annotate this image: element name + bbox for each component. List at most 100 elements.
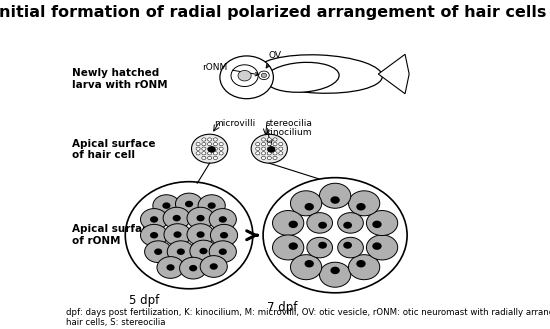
- Circle shape: [261, 147, 266, 150]
- Circle shape: [318, 222, 327, 229]
- Circle shape: [173, 215, 181, 221]
- Ellipse shape: [272, 235, 304, 260]
- Circle shape: [150, 232, 158, 239]
- Circle shape: [220, 232, 228, 239]
- Circle shape: [256, 152, 260, 155]
- Circle shape: [207, 147, 212, 150]
- Ellipse shape: [211, 224, 238, 246]
- Circle shape: [238, 70, 251, 81]
- Circle shape: [154, 248, 162, 255]
- Ellipse shape: [366, 211, 398, 236]
- Circle shape: [196, 147, 200, 150]
- Circle shape: [219, 142, 223, 146]
- Ellipse shape: [145, 241, 172, 263]
- Circle shape: [261, 138, 266, 141]
- Text: OV: OV: [266, 51, 282, 68]
- Circle shape: [251, 134, 288, 163]
- Circle shape: [196, 142, 200, 146]
- Text: rONM: rONM: [202, 63, 259, 76]
- Ellipse shape: [153, 195, 180, 216]
- Circle shape: [189, 265, 197, 271]
- Circle shape: [372, 242, 382, 250]
- Circle shape: [256, 147, 260, 150]
- Circle shape: [207, 138, 212, 141]
- Ellipse shape: [200, 256, 227, 277]
- Circle shape: [196, 152, 200, 155]
- Ellipse shape: [125, 182, 253, 289]
- Ellipse shape: [265, 62, 339, 92]
- Circle shape: [273, 152, 277, 155]
- Circle shape: [207, 142, 212, 146]
- Ellipse shape: [307, 237, 333, 258]
- Circle shape: [177, 248, 185, 255]
- Ellipse shape: [167, 241, 194, 263]
- Ellipse shape: [349, 191, 379, 216]
- Ellipse shape: [190, 240, 217, 262]
- Circle shape: [200, 248, 207, 254]
- Text: stereocilia: stereocilia: [265, 119, 312, 128]
- Circle shape: [219, 248, 227, 255]
- Ellipse shape: [320, 183, 351, 208]
- Circle shape: [261, 142, 266, 146]
- Circle shape: [202, 142, 206, 146]
- Circle shape: [267, 142, 271, 146]
- Ellipse shape: [175, 193, 202, 215]
- Circle shape: [256, 142, 260, 146]
- Ellipse shape: [320, 262, 351, 287]
- Ellipse shape: [198, 195, 226, 216]
- Circle shape: [343, 242, 352, 249]
- Ellipse shape: [272, 211, 304, 236]
- Ellipse shape: [187, 224, 214, 245]
- Text: microvilli: microvilli: [214, 119, 255, 128]
- Circle shape: [343, 222, 352, 229]
- Ellipse shape: [140, 224, 168, 246]
- Ellipse shape: [180, 257, 207, 279]
- Ellipse shape: [290, 191, 322, 216]
- Ellipse shape: [307, 213, 333, 233]
- Circle shape: [207, 146, 216, 153]
- Circle shape: [267, 146, 276, 153]
- Circle shape: [219, 152, 223, 155]
- Circle shape: [273, 156, 277, 160]
- Ellipse shape: [338, 213, 364, 233]
- Text: 5 dpf: 5 dpf: [129, 294, 160, 308]
- Circle shape: [372, 221, 382, 228]
- Circle shape: [267, 152, 271, 155]
- Ellipse shape: [187, 207, 214, 229]
- Ellipse shape: [163, 207, 190, 229]
- Circle shape: [219, 216, 227, 223]
- Circle shape: [267, 147, 271, 150]
- Circle shape: [213, 142, 217, 146]
- Circle shape: [279, 152, 283, 155]
- Circle shape: [213, 147, 217, 150]
- Circle shape: [289, 221, 298, 228]
- Polygon shape: [378, 54, 409, 94]
- Circle shape: [263, 178, 407, 293]
- Circle shape: [196, 215, 205, 221]
- Circle shape: [191, 134, 228, 163]
- Circle shape: [213, 156, 217, 160]
- Circle shape: [207, 152, 212, 155]
- Text: Newly hatched
larva with rONM: Newly hatched larva with rONM: [72, 68, 167, 90]
- Circle shape: [150, 216, 158, 223]
- Circle shape: [267, 138, 271, 141]
- Ellipse shape: [349, 255, 379, 280]
- Text: kinocilium: kinocilium: [265, 128, 312, 137]
- Ellipse shape: [290, 255, 322, 280]
- Circle shape: [202, 138, 206, 141]
- Circle shape: [210, 263, 218, 270]
- Ellipse shape: [209, 241, 236, 263]
- Circle shape: [173, 231, 182, 238]
- Circle shape: [261, 152, 266, 155]
- Circle shape: [279, 142, 283, 146]
- Circle shape: [267, 156, 271, 160]
- Text: Initial formation of radial polarized arrangement of hair cells: Initial formation of radial polarized ar…: [0, 5, 546, 20]
- Circle shape: [213, 152, 217, 155]
- Circle shape: [356, 260, 366, 267]
- Text: Apical surface
of rONM: Apical surface of rONM: [72, 224, 155, 246]
- Circle shape: [202, 152, 206, 155]
- Circle shape: [207, 156, 212, 160]
- Circle shape: [258, 71, 270, 80]
- Circle shape: [289, 242, 298, 250]
- Circle shape: [167, 264, 174, 271]
